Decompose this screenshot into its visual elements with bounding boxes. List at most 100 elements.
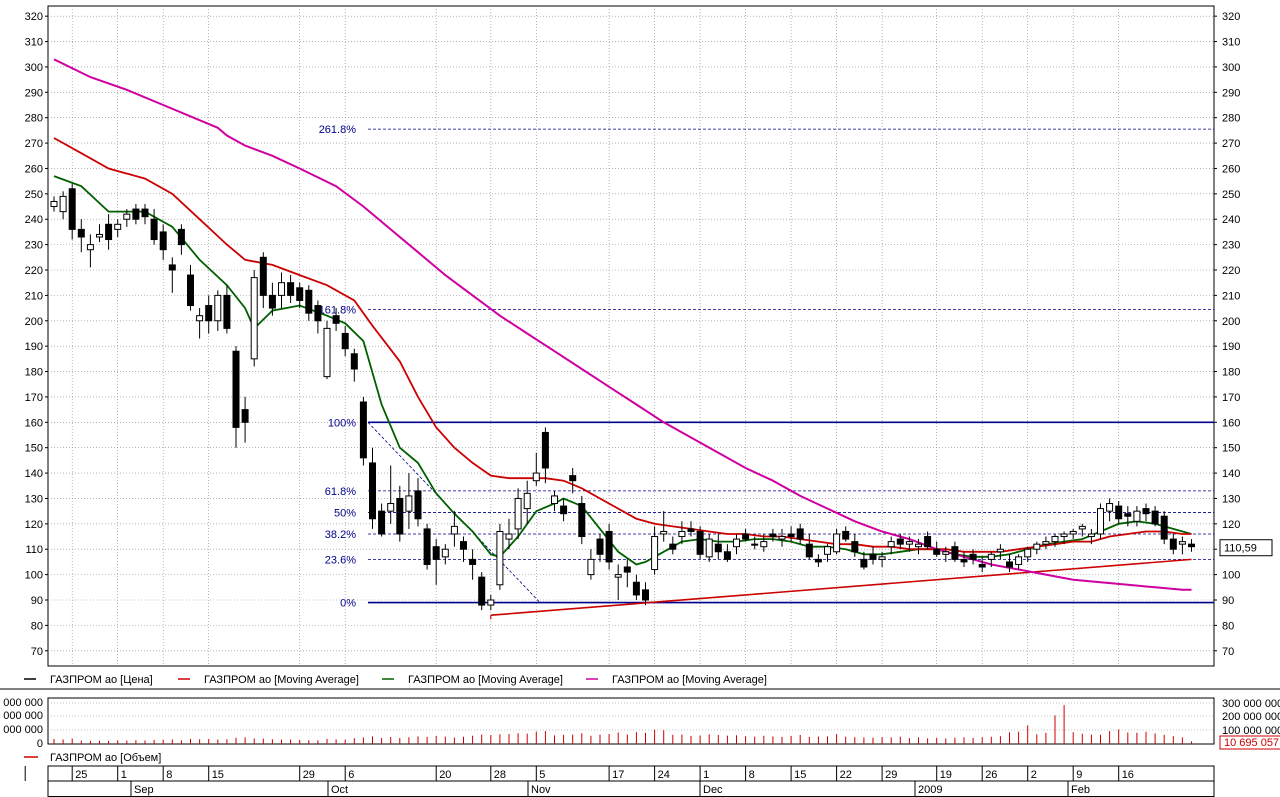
candle-body <box>1087 533 1095 538</box>
day-label: 16 <box>1122 769 1134 781</box>
fibonacci-label: 61.8% <box>325 486 356 498</box>
candle-body <box>159 231 167 251</box>
y-tick-left: 260 <box>25 163 43 175</box>
candle-body <box>942 551 950 555</box>
last-volume-box <box>1219 735 1280 750</box>
day-label: 1 <box>703 769 709 781</box>
day-label: 25 <box>75 769 87 781</box>
candle-body <box>341 332 349 350</box>
y-tick-right: 260 <box>1222 163 1240 175</box>
candle-body <box>396 497 404 535</box>
candle-body <box>660 530 668 535</box>
y-tick-left: 110 <box>25 544 43 556</box>
candle-body <box>1033 543 1041 550</box>
y-tick-left: 80 <box>31 620 43 632</box>
candle-body <box>232 350 240 428</box>
candle-body <box>268 294 276 309</box>
candle-body <box>469 558 477 565</box>
candle-body <box>760 541 768 548</box>
volume-y-tick-left: 000 000 <box>3 724 43 736</box>
month-label: Nov <box>531 784 551 796</box>
candle-body <box>478 576 486 606</box>
y-tick-right: 80 <box>1222 620 1234 632</box>
candle-body <box>1178 541 1186 545</box>
day-label: 6 <box>348 769 354 781</box>
candle-body <box>1015 556 1023 565</box>
candle-body <box>141 208 149 218</box>
candle-body <box>651 536 659 571</box>
y-tick-right: 290 <box>1222 87 1240 99</box>
candle-body <box>587 558 595 576</box>
fibonacci-label: 100% <box>328 417 356 429</box>
candle-body <box>778 536 786 540</box>
candle-body <box>359 401 367 459</box>
y-tick-right: 170 <box>1222 392 1240 404</box>
month-label: 2009 <box>918 784 942 796</box>
candle-body <box>450 525 458 535</box>
volume-bars <box>53 705 1192 744</box>
candle-body <box>1069 530 1077 535</box>
candle-body <box>105 223 113 241</box>
candle-body <box>378 510 386 535</box>
y-tick-right: 320 <box>1222 11 1240 23</box>
candle-body <box>496 530 504 586</box>
volume-y-tick-left: 000 000 <box>3 697 43 709</box>
candle-body <box>933 548 941 555</box>
candle-body <box>387 503 395 512</box>
day-label: 29 <box>303 769 315 781</box>
y-tick-right: 270 <box>1222 138 1240 150</box>
candle-body <box>68 188 76 230</box>
day-label: 5 <box>539 769 545 781</box>
y-tick-left: 170 <box>25 392 43 404</box>
y-tick-right: 240 <box>1222 214 1240 226</box>
day-label: 20 <box>439 769 451 781</box>
candle-body <box>259 256 267 296</box>
candle-body <box>614 574 622 578</box>
y-tick-left: 220 <box>25 265 43 277</box>
day-label: 15 <box>212 769 224 781</box>
candle-body <box>842 530 850 540</box>
candle-body <box>805 543 813 558</box>
y-tick-left: 70 <box>31 646 43 658</box>
candle-body <box>423 528 431 565</box>
y-tick-right: 120 <box>1222 519 1240 531</box>
day-label: 29 <box>885 769 897 781</box>
candle-body <box>678 530 686 538</box>
fibonacci-label: 23.6% <box>325 554 356 566</box>
day-label: 28 <box>494 769 506 781</box>
candle-body <box>114 223 122 230</box>
y-tick-left: 290 <box>25 87 43 99</box>
fibonacci-label: 161.8% <box>319 304 357 316</box>
day-label: 1 <box>121 769 127 781</box>
candle-body <box>733 538 740 548</box>
volume-y-tick-right: 100 000 000 <box>1222 725 1280 737</box>
candle-body <box>414 490 422 520</box>
y-tick-left: 300 <box>25 62 43 74</box>
fibonacci-label: 261.8% <box>319 124 357 136</box>
day-label: 22 <box>840 769 852 781</box>
month-label: Feb <box>1071 784 1090 796</box>
volume-y-tick-left: 0 <box>37 738 43 750</box>
candle-body <box>605 530 613 563</box>
trendline <box>490 558 1192 617</box>
y-tick-left: 240 <box>25 214 43 226</box>
candle-body <box>132 208 140 220</box>
candle-body <box>441 548 449 558</box>
candles <box>50 183 1195 611</box>
candle-body <box>596 538 604 555</box>
candle-body <box>623 566 631 573</box>
y-tick-left: 180 <box>25 367 43 379</box>
y-tick-left: 270 <box>25 138 43 150</box>
y-tick-left: 90 <box>31 595 43 607</box>
candle-body <box>978 563 986 568</box>
y-tick-left: 130 <box>25 493 43 505</box>
day-label: 2 <box>1031 769 1037 781</box>
candle-body <box>332 315 340 324</box>
y-tick-left: 210 <box>25 290 43 302</box>
candle-body <box>824 546 831 555</box>
candle-body <box>1151 510 1159 525</box>
month-label: Oct <box>331 784 348 796</box>
y-tick-left: 250 <box>25 189 43 201</box>
candle-body <box>523 492 531 510</box>
